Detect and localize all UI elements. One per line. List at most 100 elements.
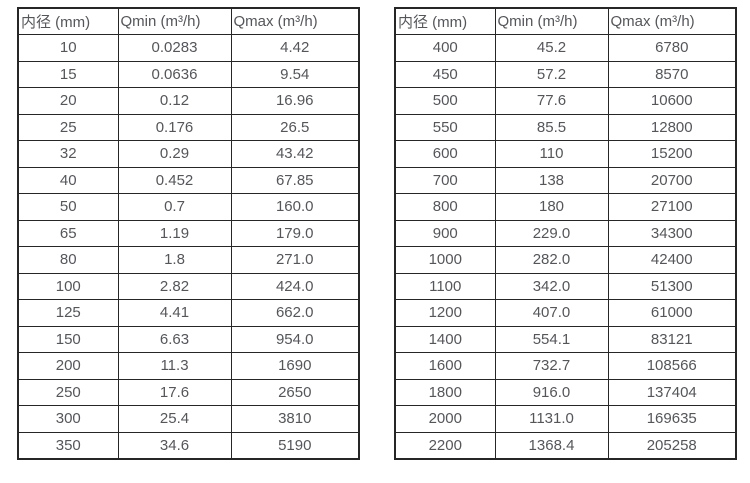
table-cell: 662.0 bbox=[230, 299, 360, 327]
table-cell: 138 bbox=[494, 166, 609, 194]
table-cell: 137404 bbox=[607, 378, 737, 406]
table-cell: 229.0 bbox=[494, 219, 609, 247]
table-cell: 200 bbox=[17, 352, 119, 380]
table-row: 800 180 27100 bbox=[394, 193, 737, 221]
table-cell: 5190 bbox=[230, 431, 360, 459]
table-cell: 0.452 bbox=[117, 166, 232, 194]
table-cell: 700 bbox=[394, 166, 496, 194]
table-row: 1800 916.0 137404 bbox=[394, 378, 737, 406]
column-header-qmin: Qmin (m³/h) bbox=[117, 7, 232, 35]
table-cell: 1131.0 bbox=[494, 405, 609, 433]
table-cell: 1368.4 bbox=[494, 431, 609, 459]
table-row: 300 25.4 3810 bbox=[17, 405, 360, 433]
table-cell: 400 bbox=[394, 34, 496, 62]
table-cell: 150 bbox=[17, 325, 119, 353]
table-cell: 45.2 bbox=[494, 34, 609, 62]
table-cell: 179.0 bbox=[230, 219, 360, 247]
table-cell: 1200 bbox=[394, 299, 496, 327]
table-cell: 50 bbox=[17, 193, 119, 221]
table-cell: 20 bbox=[17, 87, 119, 115]
table-cell: 1600 bbox=[394, 352, 496, 380]
table-row: 550 85.5 12800 bbox=[394, 113, 737, 141]
table-cell: 40 bbox=[17, 166, 119, 194]
table-cell: 600 bbox=[394, 140, 496, 168]
table-cell: 550 bbox=[394, 113, 496, 141]
table-cell: 342.0 bbox=[494, 272, 609, 300]
header-row: 内径 (mm) Qmin (m³/h) Qmax (m³/h) bbox=[394, 7, 737, 35]
table-cell: 500 bbox=[394, 87, 496, 115]
table-cell: 2650 bbox=[230, 378, 360, 406]
table-row: 400 45.2 6780 bbox=[394, 34, 737, 62]
table-row: 1200 407.0 61000 bbox=[394, 299, 737, 327]
table-cell: 57.2 bbox=[494, 60, 609, 88]
table-cell: 0.7 bbox=[117, 193, 232, 221]
table-cell: 954.0 bbox=[230, 325, 360, 353]
table-cell: 160.0 bbox=[230, 193, 360, 221]
table-cell: 65 bbox=[17, 219, 119, 247]
table-cell: 51300 bbox=[607, 272, 737, 300]
table-cell: 424.0 bbox=[230, 272, 360, 300]
table-cell: 300 bbox=[17, 405, 119, 433]
table-cell: 34300 bbox=[607, 219, 737, 247]
table-row: 10 0.0283 4.42 bbox=[17, 34, 360, 62]
table-cell: 2.82 bbox=[117, 272, 232, 300]
table-cell: 77.6 bbox=[494, 87, 609, 115]
table-cell: 100 bbox=[17, 272, 119, 300]
table-cell: 80 bbox=[17, 246, 119, 274]
table-cell: 732.7 bbox=[494, 352, 609, 380]
table-cell: 916.0 bbox=[494, 378, 609, 406]
table-cell: 12800 bbox=[607, 113, 737, 141]
table-row: 500 77.6 10600 bbox=[394, 87, 737, 115]
table-cell: 25.4 bbox=[117, 405, 232, 433]
table-row: 2200 1368.4 205258 bbox=[394, 431, 737, 459]
table-cell: 16.96 bbox=[230, 87, 360, 115]
table-cell: 83121 bbox=[607, 325, 737, 353]
table-row: 80 1.8 271.0 bbox=[17, 246, 360, 274]
table-cell: 4.42 bbox=[230, 34, 360, 62]
table-cell: 11.3 bbox=[117, 352, 232, 380]
table-row: 700 138 20700 bbox=[394, 166, 737, 194]
table-row: 40 0.452 67.85 bbox=[17, 166, 360, 194]
table-cell: 25 bbox=[17, 113, 119, 141]
table-cell: 0.0636 bbox=[117, 60, 232, 88]
column-header-qmin: Qmin (m³/h) bbox=[494, 7, 609, 35]
table-row: 450 57.2 8570 bbox=[394, 60, 737, 88]
table-row: 32 0.29 43.42 bbox=[17, 140, 360, 168]
table-row: 100 2.82 424.0 bbox=[17, 272, 360, 300]
table-cell: 1800 bbox=[394, 378, 496, 406]
table-row: 200 11.3 1690 bbox=[17, 352, 360, 380]
table-cell: 1690 bbox=[230, 352, 360, 380]
table-cell: 10600 bbox=[607, 87, 737, 115]
table-cell: 0.176 bbox=[117, 113, 232, 141]
table-cell: 0.12 bbox=[117, 87, 232, 115]
tables-container: 内径 (mm) Qmin (m³/h) Qmax (m³/h) 10 0.0283… bbox=[17, 7, 737, 460]
table-cell: 85.5 bbox=[494, 113, 609, 141]
header-row: 内径 (mm) Qmin (m³/h) Qmax (m³/h) bbox=[17, 7, 360, 35]
table-row: 2000 1131.0 169635 bbox=[394, 405, 737, 433]
table-row: 15 0.0636 9.54 bbox=[17, 60, 360, 88]
table-cell: 34.6 bbox=[117, 431, 232, 459]
table-row: 50 0.7 160.0 bbox=[17, 193, 360, 221]
table-row: 25 0.176 26.5 bbox=[17, 113, 360, 141]
table-row: 350 34.6 5190 bbox=[17, 431, 360, 459]
table-row: 250 17.6 2650 bbox=[17, 378, 360, 406]
table-cell: 6780 bbox=[607, 34, 737, 62]
table-cell: 4.41 bbox=[117, 299, 232, 327]
table-row: 1100 342.0 51300 bbox=[394, 272, 737, 300]
table-cell: 1100 bbox=[394, 272, 496, 300]
table-cell: 15 bbox=[17, 60, 119, 88]
table-row: 150 6.63 954.0 bbox=[17, 325, 360, 353]
table-cell: 271.0 bbox=[230, 246, 360, 274]
table-cell: 169635 bbox=[607, 405, 737, 433]
table-cell: 6.63 bbox=[117, 325, 232, 353]
column-header-diameter: 内径 (mm) bbox=[394, 7, 496, 35]
table-cell: 2000 bbox=[394, 405, 496, 433]
table-cell: 0.29 bbox=[117, 140, 232, 168]
column-header-diameter: 内径 (mm) bbox=[17, 7, 119, 35]
flow-range-table-left: 内径 (mm) Qmin (m³/h) Qmax (m³/h) 10 0.0283… bbox=[17, 7, 360, 460]
table-row: 1000 282.0 42400 bbox=[394, 246, 737, 274]
table-cell: 43.42 bbox=[230, 140, 360, 168]
table-cell: 800 bbox=[394, 193, 496, 221]
table-cell: 108566 bbox=[607, 352, 737, 380]
table-row: 1400 554.1 83121 bbox=[394, 325, 737, 353]
